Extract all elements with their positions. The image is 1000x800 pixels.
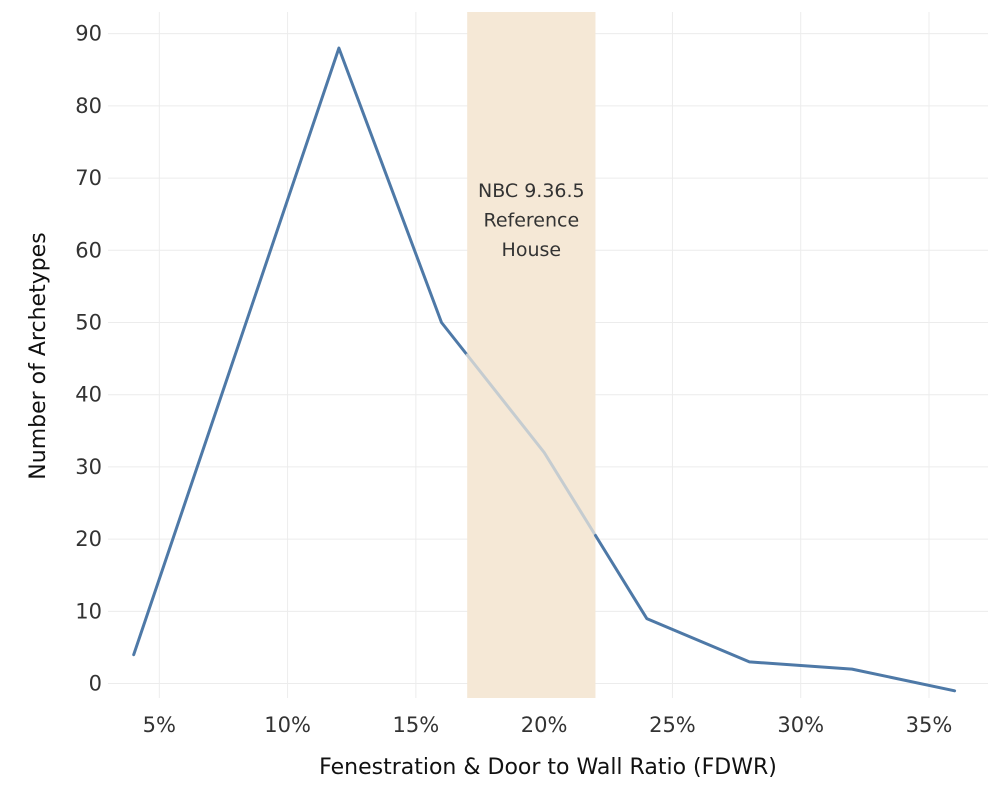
x-tick-label-4: 25% [649, 713, 696, 737]
y-tick-label-10: 10 [75, 599, 102, 623]
reference-band-layer: NBC 9.36.5 Reference House [467, 12, 596, 698]
y-tick-label-80: 80 [75, 94, 102, 118]
x-tick-label-0: 5% [143, 713, 176, 737]
y-tick-label-50: 50 [75, 311, 102, 335]
x-axis-ticks: 5% 10% 15% 20% 25% 30% 35% [143, 713, 953, 737]
y-axis-ticks: 0 10 20 30 40 50 60 70 80 90 [75, 22, 102, 696]
y-tick-label-0: 0 [89, 672, 102, 696]
y-tick-label-60: 60 [75, 238, 102, 262]
series-line-highlight-1 [465, 353, 597, 537]
x-tick-label-5: 30% [777, 713, 824, 737]
series-line-0 [132, 46, 469, 657]
x-axis-title: Fenestration & Door to Wall Ratio (FDWR) [319, 755, 777, 780]
y-tick-label-20: 20 [75, 527, 102, 551]
series-line-2 [594, 534, 957, 693]
x-tick-label-3: 20% [521, 713, 568, 737]
band-label-line-1: Reference [483, 210, 579, 232]
x-tick-label-1: 10% [264, 713, 311, 737]
series-line-layer [132, 46, 957, 693]
x-tick-label-6: 35% [906, 713, 953, 737]
reference-band [467, 12, 596, 698]
y-axis-title: Number of Archetypes [26, 232, 51, 479]
y-tick-label-40: 40 [75, 383, 102, 407]
y-tick-label-30: 30 [75, 455, 102, 479]
y-tick-label-90: 90 [75, 22, 102, 46]
band-label-line-0: NBC 9.36.5 [478, 180, 585, 202]
band-label-line-2: House [502, 239, 562, 261]
y-tick-label-70: 70 [75, 166, 102, 190]
x-tick-label-2: 15% [393, 713, 440, 737]
